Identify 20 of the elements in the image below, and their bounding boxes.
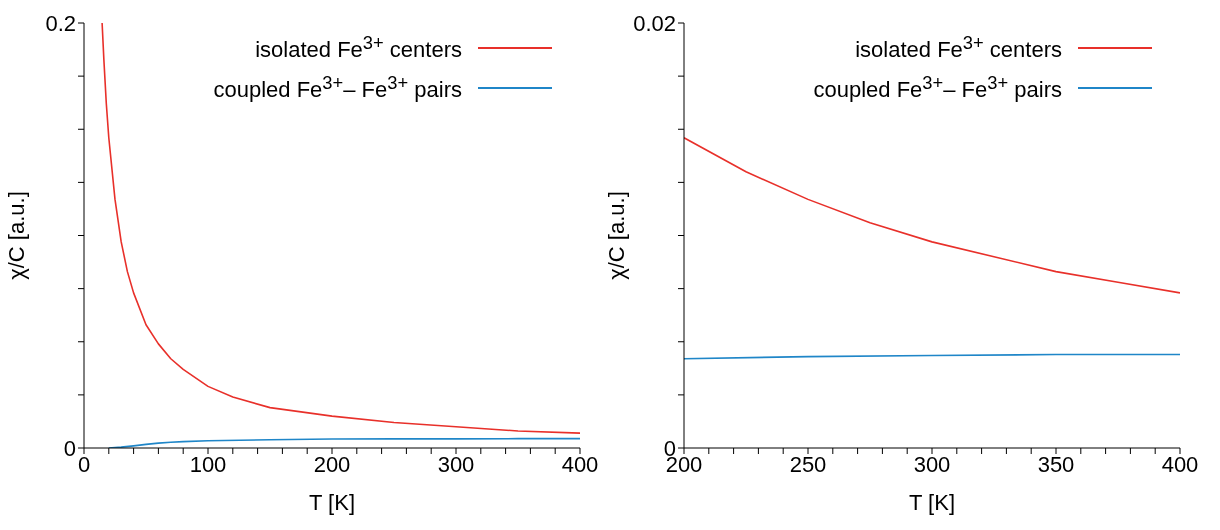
legend-label: coupled Fe$^{3+}$– Fe$^{3+}$ pairs (213, 72, 462, 104)
x-tick-label: 300 (437, 451, 475, 477)
line-series (684, 136, 1180, 294)
y-axis-title: χ/C [a.u.] (3, 191, 29, 280)
legend-label: coupled Fe$^{3+}$– Fe$^{3+}$ pairs (813, 72, 1062, 104)
x-axis-title: T [K] (308, 490, 356, 515)
x-axis-title: T [K] (908, 490, 956, 515)
legend-label: isolated Fe$^{3+}$ centers (255, 32, 462, 64)
x-tick-label: 250 (789, 451, 827, 477)
x-tick-label: 400 (1161, 451, 1199, 477)
y-axis-title: χ/C [a.u.] (603, 191, 629, 280)
y-tick-label: 0.2 (45, 10, 76, 36)
x-tick-label: 350 (1037, 451, 1075, 477)
x-tick-label: 200 (313, 451, 351, 477)
x-tick-label: 300 (913, 451, 951, 477)
y-tick-label: 0.02 (633, 10, 676, 36)
x-tick-label: 100 (189, 451, 227, 477)
legend-label: isolated Fe$^{3+}$ centers (855, 32, 1062, 64)
line-series (101, 23, 580, 434)
x-tick-label: 400 (561, 451, 599, 477)
